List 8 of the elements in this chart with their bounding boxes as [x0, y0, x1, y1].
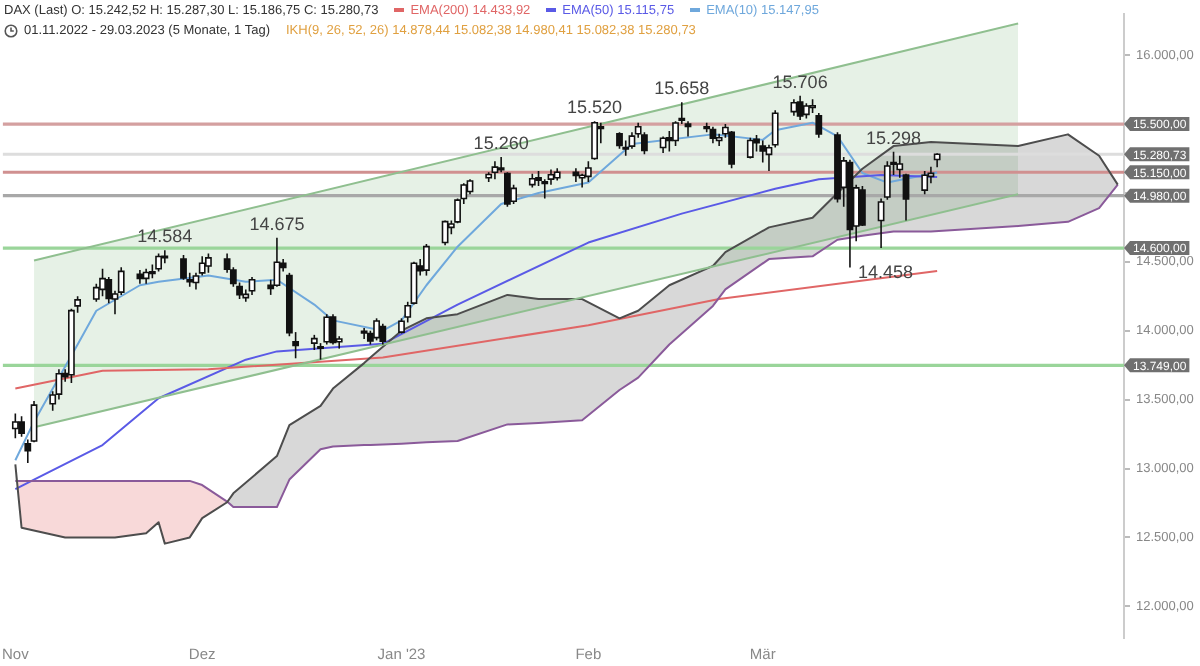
annotation: 15.260 — [473, 133, 529, 154]
annotation: 14.675 — [249, 213, 305, 234]
annotation: 15.706 — [772, 71, 828, 92]
annotation: 14.584 — [137, 226, 193, 247]
annotation: 14.458 — [857, 261, 914, 282]
annotation: 15.658 — [654, 78, 710, 99]
annotation: 15.520 — [567, 97, 623, 118]
annotation: 15.298 — [866, 127, 922, 148]
